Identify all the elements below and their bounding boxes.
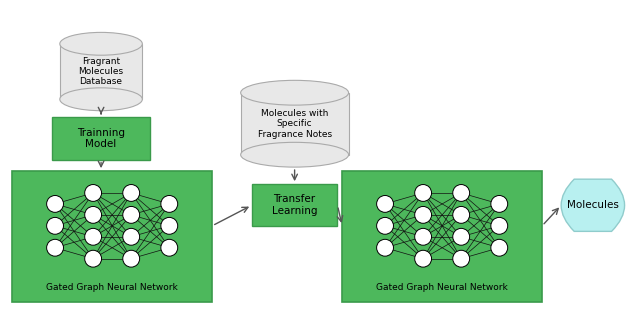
Text: Molecules with
Specific
Fragrance Notes: Molecules with Specific Fragrance Notes (257, 109, 332, 139)
Circle shape (452, 206, 470, 223)
Bar (241, 93, 349, 155)
Bar (342, 171, 542, 301)
Text: Trainning
Model: Trainning Model (77, 128, 125, 149)
Circle shape (161, 239, 178, 256)
Circle shape (376, 239, 394, 256)
Circle shape (376, 195, 394, 212)
Ellipse shape (241, 142, 349, 167)
Circle shape (123, 206, 140, 223)
Circle shape (491, 217, 508, 234)
Circle shape (84, 228, 102, 245)
Circle shape (491, 195, 508, 212)
Bar (252, 184, 337, 226)
Circle shape (47, 217, 63, 234)
Circle shape (415, 250, 431, 267)
Bar (52, 117, 150, 160)
Circle shape (84, 185, 102, 201)
Circle shape (376, 217, 394, 234)
Text: Gated Graph Neural Network: Gated Graph Neural Network (46, 283, 178, 292)
PathPatch shape (561, 179, 625, 231)
Circle shape (452, 185, 470, 201)
Bar (60, 44, 142, 99)
Ellipse shape (241, 80, 349, 105)
Circle shape (47, 195, 63, 212)
Ellipse shape (60, 88, 142, 111)
Circle shape (123, 250, 140, 267)
Circle shape (452, 250, 470, 267)
Ellipse shape (60, 32, 142, 55)
Text: Fragrant
Molecules
Database: Fragrant Molecules Database (79, 57, 124, 87)
Circle shape (47, 239, 63, 256)
Circle shape (161, 195, 178, 212)
Circle shape (415, 185, 431, 201)
Circle shape (123, 228, 140, 245)
Circle shape (415, 206, 431, 223)
Text: Molecules: Molecules (567, 200, 619, 210)
Bar (12, 171, 212, 301)
Circle shape (161, 217, 178, 234)
Circle shape (491, 239, 508, 256)
Circle shape (123, 185, 140, 201)
Circle shape (415, 228, 431, 245)
Circle shape (84, 206, 102, 223)
Text: Gated Graph Neural Network: Gated Graph Neural Network (376, 283, 508, 292)
Text: Transfer
Learning: Transfer Learning (272, 194, 317, 216)
Circle shape (84, 250, 102, 267)
Circle shape (452, 228, 470, 245)
